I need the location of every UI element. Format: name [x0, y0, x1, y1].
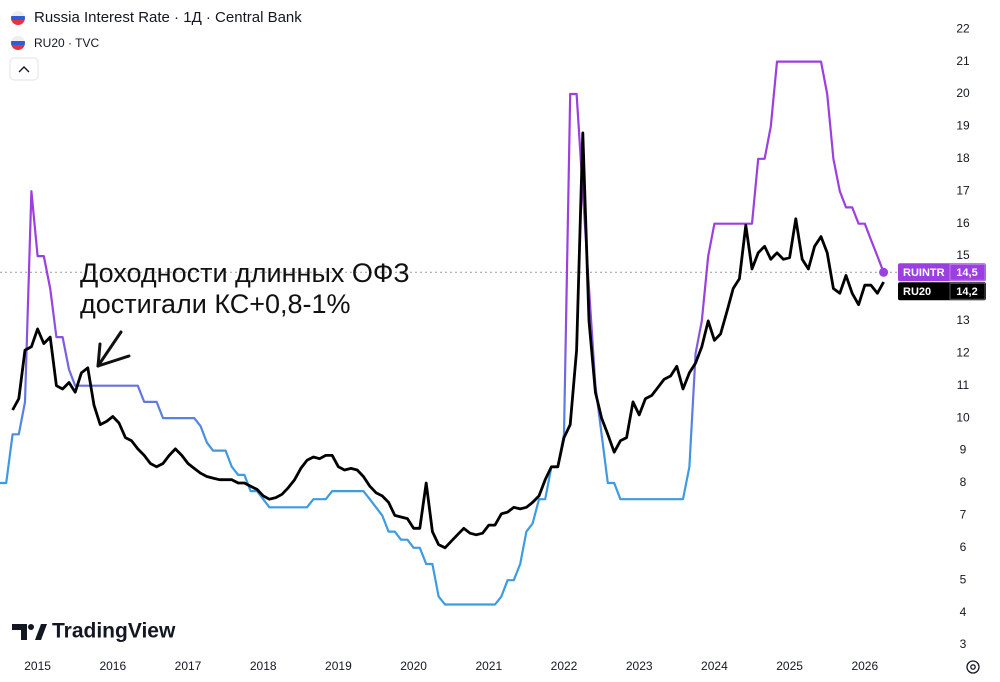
price-tag-value: 14,5: [956, 267, 977, 279]
legend-title: Russia Interest Rate · 1Д · Central Bank: [34, 9, 302, 26]
x-tick-label: 2026: [851, 659, 878, 673]
y-tick-label: 8: [960, 475, 967, 489]
y-tick-label: 16: [956, 216, 970, 230]
logo: [12, 624, 47, 640]
y-tick-label: 5: [960, 572, 967, 586]
x-tick-label: 2015: [24, 659, 51, 673]
flag-icon: [11, 36, 25, 50]
flag-icon: [11, 11, 25, 25]
y-tick-label: 12: [956, 345, 970, 359]
price-tag-value: 14,2: [956, 286, 977, 298]
y-tick-label: 20: [956, 86, 970, 100]
y-tick-label: 3: [960, 637, 967, 651]
x-tick-label: 2020: [400, 659, 427, 673]
x-tick-label: 2018: [250, 659, 277, 673]
annotation-arrow: [96, 330, 131, 368]
y-tick-label: 17: [956, 183, 970, 197]
last-point: [879, 267, 889, 277]
series-line: [11, 131, 885, 550]
y-tick-label: 4: [960, 605, 967, 619]
y-tick-label: 11: [957, 378, 970, 392]
watermark: TradingView: [52, 620, 176, 643]
x-tick-label: 2023: [626, 659, 653, 673]
y-tick-label: 13: [956, 313, 970, 327]
y-tick-label: 21: [956, 54, 970, 68]
x-tick-label: 2017: [175, 659, 202, 673]
y-tick-label: 19: [956, 119, 970, 133]
series-line: [0, 60, 885, 606]
y-tick-label: 7: [960, 508, 967, 522]
legend-subtitle: RU20 · TVC: [34, 36, 99, 50]
y-tick-label: 9: [960, 443, 967, 457]
x-tick-label: 2019: [325, 659, 352, 673]
annotation: Доходности длинных ОФЗ: [80, 258, 410, 288]
y-tick-label: 6: [960, 540, 967, 554]
y-tick-label: 18: [956, 151, 970, 165]
y-tick-label: 10: [956, 410, 970, 424]
plot-area: 3456789101112131415161718192021222015201…: [0, 21, 986, 673]
x-tick-label: 2025: [776, 659, 803, 673]
price-tag-value-bg: [949, 263, 986, 281]
y-tick-label: 15: [956, 248, 970, 262]
y-tick-label: 22: [956, 21, 970, 35]
price-tag-value-bg: [949, 282, 986, 300]
settings-button[interactable]: [966, 660, 980, 674]
collapse-button[interactable]: [9, 57, 39, 81]
price-tag-name: RU20: [903, 286, 931, 298]
price-tag-name: RUINTR: [903, 267, 945, 279]
x-tick-label: 2024: [701, 659, 728, 673]
x-tick-label: 2021: [475, 659, 502, 673]
annotation: достигали КС+0,8-1%: [80, 289, 351, 319]
x-tick-label: 2022: [551, 659, 578, 673]
x-tick-label: 2016: [99, 659, 126, 673]
